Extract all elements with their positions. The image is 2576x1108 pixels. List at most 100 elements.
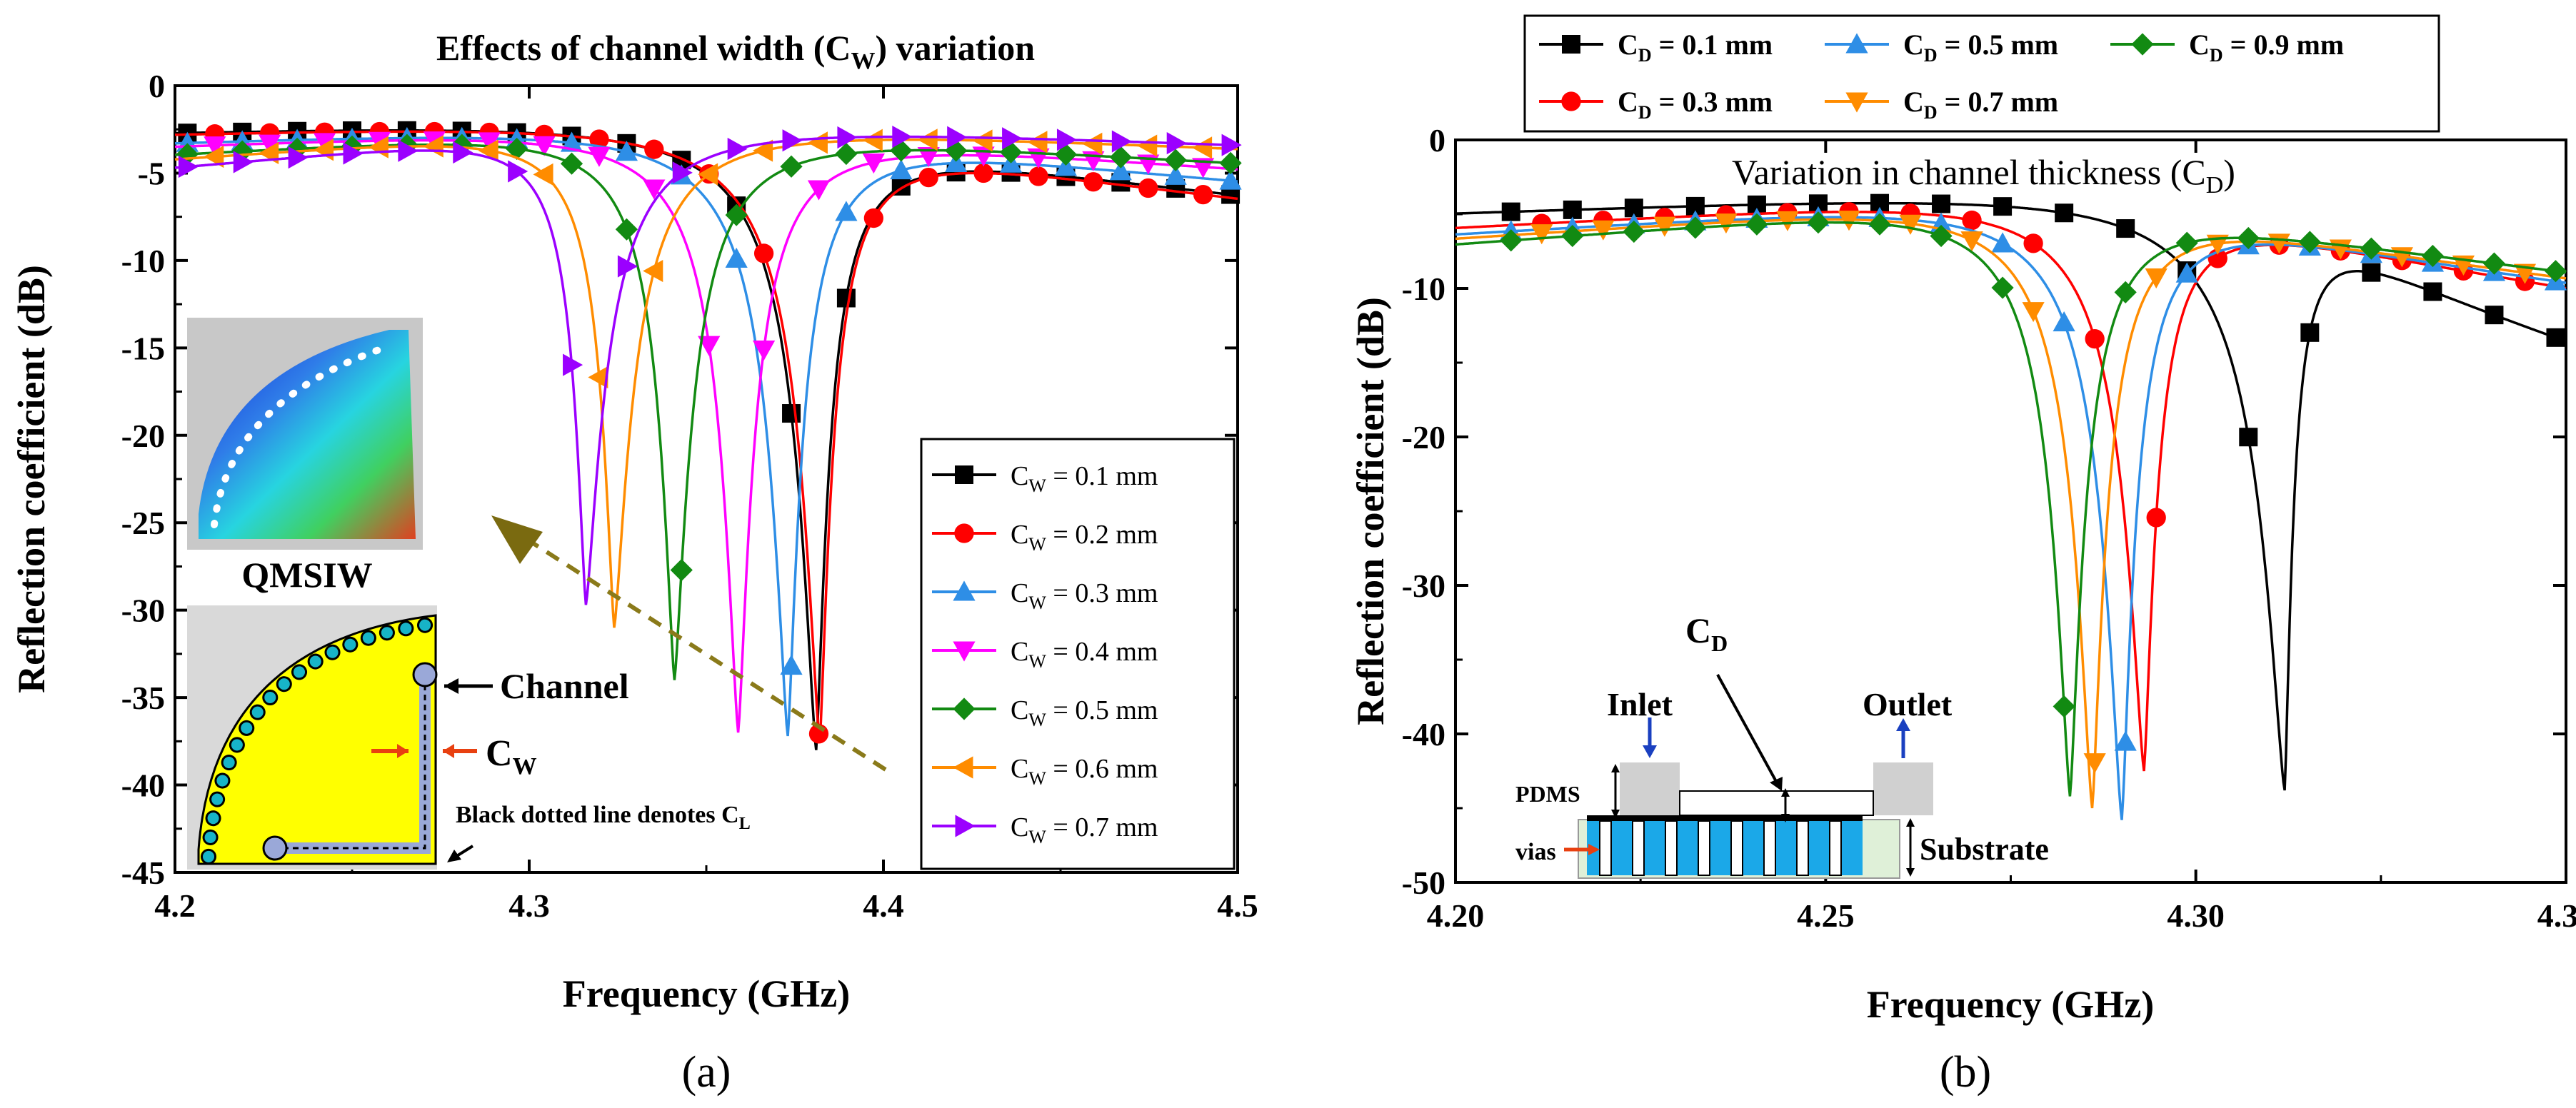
series-1-marker (1962, 210, 1982, 231)
series-1-marker (973, 163, 993, 183)
series-0-marker (2546, 328, 2565, 347)
series-4-marker (2544, 260, 2567, 283)
legend-marker-3 (1845, 92, 1868, 113)
series-2-marker (725, 247, 748, 268)
chart-b-series (1455, 193, 2567, 820)
series-5-marker (204, 145, 224, 168)
series-3-marker (259, 134, 281, 155)
series-6-marker (1056, 129, 1078, 151)
series-1-marker (2085, 328, 2105, 349)
series-5-marker (972, 129, 993, 152)
y-tick-label: -15 (121, 330, 165, 366)
y-tick-label: -20 (1402, 419, 1445, 455)
series-5-marker (643, 259, 663, 283)
chart-a-legend (920, 438, 1236, 870)
y-tick-label: -30 (1402, 568, 1445, 604)
series-6-marker (782, 129, 803, 152)
series-6-marker (947, 126, 968, 148)
legend-marker-2 (1845, 33, 1868, 54)
series-6-marker (233, 151, 254, 173)
series-1-marker (1083, 172, 1103, 192)
series-4-marker (615, 218, 638, 241)
series-3-marker (807, 180, 831, 201)
series-6-marker (1166, 131, 1187, 155)
series-2-marker (1991, 232, 2014, 253)
legend-label-3: CD = 0.7 mm (1903, 86, 2058, 123)
series-2-marker (2114, 730, 2137, 751)
series-1-marker (1028, 166, 1048, 186)
series-4-marker (1991, 276, 2014, 299)
series-2-marker (1054, 156, 1078, 176)
vias-label: vias (1515, 839, 1556, 865)
legend-marker-4 (953, 697, 976, 720)
chart-panel-a: Effects of channel width (CW) variation … (10, 28, 1258, 1097)
series-4-marker (2053, 695, 2075, 718)
series-2-marker (1164, 164, 1187, 185)
series-5-marker (478, 139, 498, 162)
series-0-marker (2423, 282, 2442, 301)
series-4-marker (2360, 237, 2382, 260)
y-tick-label: -30 (121, 593, 165, 629)
series-5-marker (1137, 134, 1158, 157)
panel-a-caption: (a) (682, 1048, 731, 1097)
chart-b-legend (1523, 14, 2440, 133)
series-line-2 (1455, 216, 2567, 820)
y-tick-label: -10 (1402, 271, 1445, 307)
series-2-marker (945, 151, 968, 172)
series-2-marker (560, 131, 583, 152)
series-3-marker (1899, 214, 1922, 235)
series-5-marker (698, 163, 718, 186)
series-4-marker (2298, 231, 2321, 253)
series-1-marker (1193, 184, 1213, 205)
y-tick-label: -20 (121, 418, 165, 454)
series-3-marker (1530, 224, 1553, 245)
legend-label-0: CW = 0.1 mm (1011, 461, 1158, 496)
series-4-marker (2175, 231, 2198, 254)
series-6-marker (398, 139, 419, 162)
series-6-marker (617, 255, 638, 278)
series-5-marker (753, 139, 773, 162)
series-4-marker (506, 137, 528, 161)
y-tick-label: 0 (1429, 122, 1445, 158)
series-6-marker (727, 137, 748, 161)
series-2-marker (2175, 262, 2198, 283)
series-6-marker (1111, 130, 1132, 153)
y-tick-label: 0 (149, 68, 165, 104)
series-0-marker (2116, 219, 2135, 238)
series-2-marker (780, 655, 803, 675)
series-0-marker (2362, 263, 2381, 282)
legend-label-5: CW = 0.6 mm (1011, 754, 1158, 789)
y-tick-label: -5 (138, 155, 165, 191)
series-4-marker (1109, 146, 1132, 168)
series-1-marker (589, 129, 609, 149)
y-tick-label: -25 (121, 505, 165, 541)
outlet-label: Outlet (1863, 686, 1953, 722)
series-3-marker (1715, 213, 1738, 234)
chart-b-title: Variation in channel thickness (CD) (1732, 152, 2235, 198)
series-5-marker (1192, 136, 1213, 159)
series-1-marker (753, 243, 774, 263)
x-tick-label: 4.25 (1797, 897, 1855, 934)
series-0-marker (2300, 323, 2320, 342)
series-1-marker (863, 208, 884, 228)
x-tick-label: 4.20 (1427, 897, 1485, 934)
series-1-marker (644, 139, 664, 159)
series-0-marker (1501, 202, 1520, 221)
y-tick-label: -10 (121, 243, 165, 279)
channel-label: Channel (500, 666, 629, 706)
x-tick-label: 4.3 (508, 887, 550, 924)
series-3-marker (643, 179, 666, 200)
qmsiw-photo-inset (187, 318, 423, 550)
chart-a-legend-items: CW = 0.1 mm CW = 0.2 mm CW = 0.3 mm CW = 0.… (932, 461, 1158, 847)
series-3-marker (1592, 220, 1615, 241)
chart-a-title: Effects of channel width (CW) variation (436, 28, 1035, 74)
y-tick-label: -50 (1402, 865, 1445, 901)
series-4-marker (1219, 151, 1242, 175)
series-4-marker (1164, 148, 1187, 171)
series-3-marker (1653, 216, 1676, 237)
series-1-marker (918, 167, 938, 188)
series-3-marker (478, 132, 501, 153)
y-tick-label: -40 (1402, 716, 1445, 752)
chart-a-ylabel: Reflection coefficient (dB) (10, 265, 53, 693)
